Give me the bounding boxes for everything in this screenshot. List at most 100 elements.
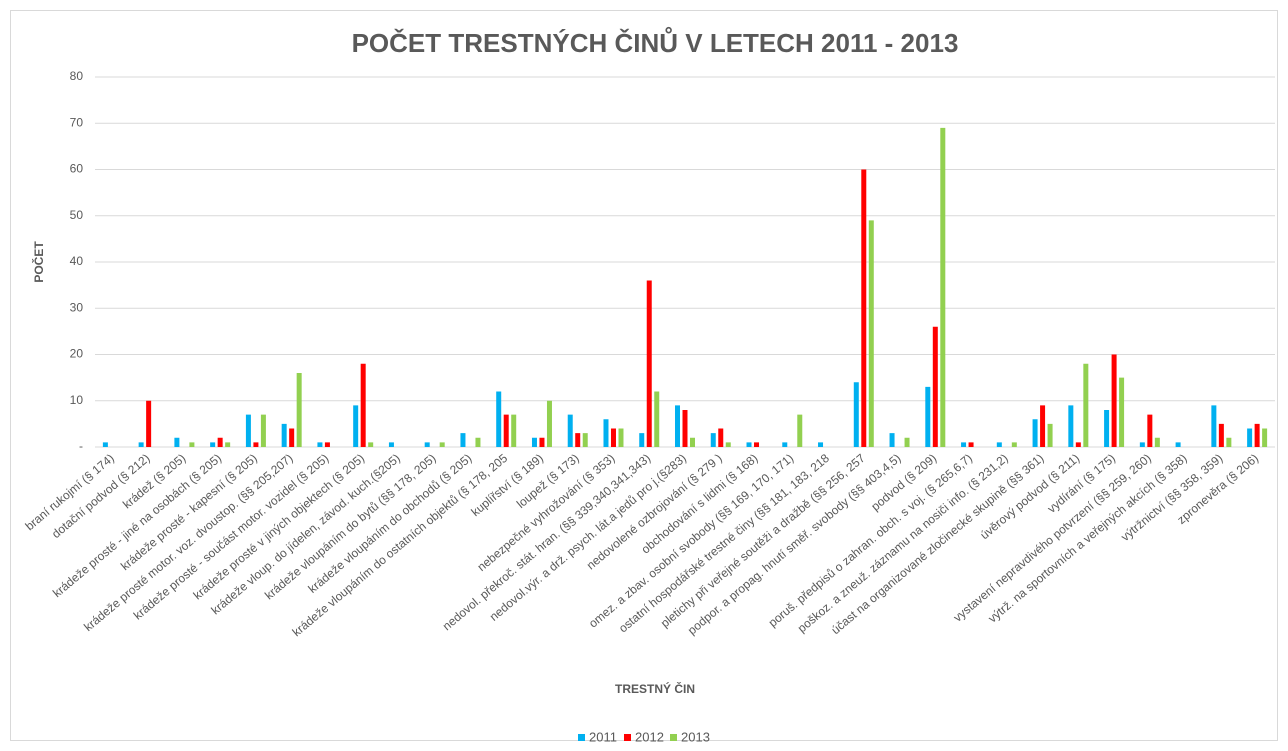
bar: [511, 414, 517, 447]
bar: [861, 169, 867, 447]
bar: [296, 373, 302, 447]
bar: [138, 442, 144, 447]
bar: [567, 414, 573, 447]
bar: [174, 437, 180, 447]
bar: [754, 442, 760, 447]
bar: [189, 442, 195, 447]
bar: [868, 220, 874, 447]
bar: [1211, 405, 1217, 447]
y-tick-label: 30: [70, 300, 84, 314]
bar: [1147, 414, 1153, 447]
bar: [317, 442, 323, 447]
bar: [1040, 405, 1046, 447]
bar: [1083, 363, 1089, 447]
bar: [1111, 354, 1117, 447]
legend-label: 2012: [635, 729, 664, 744]
bar: [439, 442, 445, 447]
bar: [610, 428, 616, 447]
bar: [618, 428, 624, 447]
bar: [1075, 442, 1081, 447]
bar: [539, 437, 545, 447]
legend-label: 2013: [681, 729, 710, 744]
y-tick-label: 20: [70, 347, 84, 361]
legend-label: 2011: [589, 729, 617, 744]
bar: [582, 433, 588, 447]
bar: [639, 433, 645, 447]
y-tick-label: -: [79, 439, 83, 453]
bar: [940, 127, 946, 447]
bar: [253, 442, 259, 447]
bar: [904, 437, 910, 447]
bar: [1139, 442, 1145, 447]
bar: [682, 410, 688, 447]
bar: [475, 437, 481, 447]
bar: [281, 423, 287, 447]
bar: [503, 414, 509, 447]
bar: [889, 433, 895, 447]
bar: [1247, 428, 1253, 447]
y-tick-label: 40: [70, 254, 84, 268]
bar: [324, 442, 330, 447]
bar: [260, 414, 266, 447]
bar: [289, 428, 295, 447]
bar: [654, 391, 660, 447]
bar: [690, 437, 695, 447]
y-axis-title: POČET: [31, 241, 46, 283]
bar: [710, 433, 716, 447]
legend-swatch: [624, 734, 631, 741]
bar: [853, 382, 859, 447]
y-tick-label: 10: [70, 393, 84, 407]
bar: [782, 442, 788, 447]
bar: [1218, 423, 1224, 447]
bar: [1068, 405, 1074, 447]
y-tick-label: 70: [70, 115, 84, 129]
bar: [718, 428, 724, 447]
bar: [925, 386, 931, 447]
bar: [575, 433, 581, 447]
bar: [225, 442, 231, 447]
bar: [360, 363, 366, 447]
bar: [1032, 419, 1038, 447]
bar: [961, 442, 967, 447]
bar: [1119, 377, 1125, 447]
bar: [1226, 437, 1232, 447]
bar: [1047, 423, 1053, 447]
bar: [1104, 410, 1110, 447]
bar: [968, 442, 974, 447]
legend-swatch: [670, 734, 677, 741]
bar: [245, 414, 251, 447]
x-axis-title: TRESTNÝ ČIN: [615, 681, 695, 696]
bar: [210, 442, 216, 447]
bar: [603, 419, 609, 447]
y-tick-label: 80: [70, 69, 84, 83]
y-tick-label: 50: [70, 208, 84, 222]
bar: [388, 442, 394, 447]
bar: [368, 442, 374, 447]
bar: [996, 442, 1002, 447]
bar: [217, 437, 223, 447]
bar: [496, 391, 502, 447]
bar: [546, 400, 552, 447]
bar: [146, 400, 152, 447]
bar: [1262, 428, 1268, 447]
bar: [646, 280, 652, 447]
bar: [818, 442, 824, 447]
legend-swatch: [578, 734, 585, 741]
bar: [932, 326, 938, 447]
bar: [746, 442, 752, 447]
bar: [460, 433, 466, 447]
bar: [1175, 442, 1181, 447]
bar: [1154, 437, 1160, 447]
bar: [1011, 442, 1017, 447]
bar: [797, 414, 803, 447]
chart-border: [10, 10, 1278, 741]
bar: [531, 437, 537, 447]
bar: [353, 405, 359, 447]
chart-title: POČET TRESTNÝCH ČINŮ V LETECH 2011 - 201…: [352, 26, 959, 58]
bar: [1254, 423, 1260, 447]
bar: [675, 405, 680, 447]
y-tick-label: 60: [70, 162, 84, 176]
bar: [725, 442, 731, 447]
bar: [102, 442, 108, 447]
